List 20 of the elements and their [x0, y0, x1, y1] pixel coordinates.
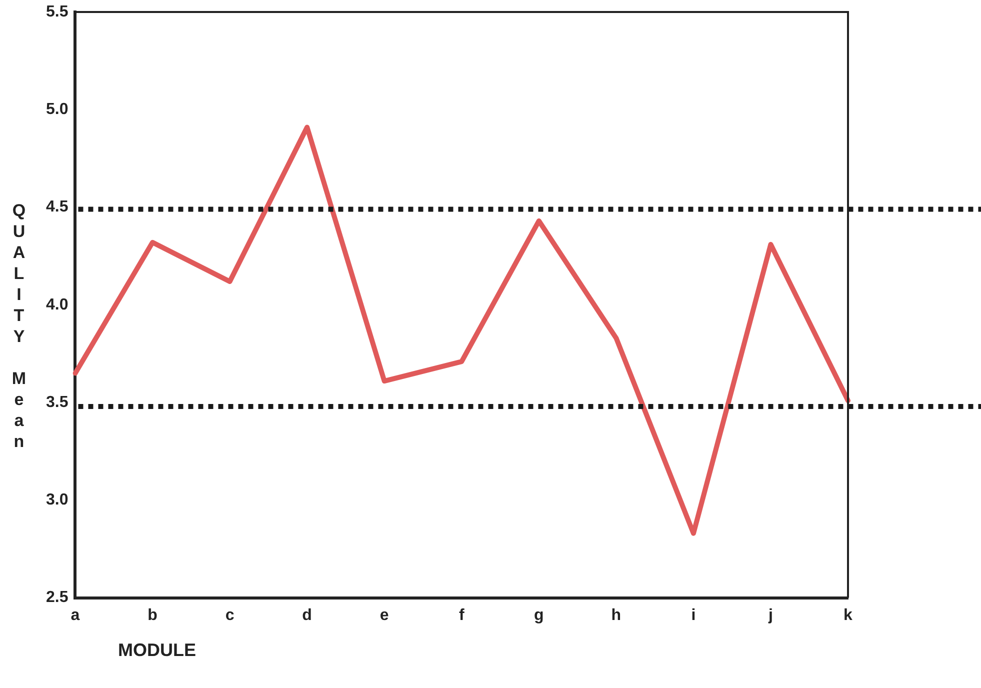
x-tick-label: d: [302, 606, 312, 624]
y-tick-label: 5.5: [46, 3, 68, 20]
y-tick-label: 3.0: [46, 492, 68, 509]
y-tick-label: 2.5: [46, 589, 68, 606]
x-tick-label: g: [534, 606, 544, 624]
x-axis-title: MODULE: [118, 640, 196, 661]
y-tick-label: 4.5: [46, 198, 68, 216]
text: QUALITY Mean: [12, 201, 26, 451]
y-tick-label: 3.5: [46, 394, 68, 411]
y-tick-label: 4.0: [46, 296, 68, 314]
x-tick-label: j: [768, 606, 773, 624]
x-tick-label: h: [611, 606, 622, 624]
x-tick-label: e: [380, 606, 389, 624]
x-tick-label: a: [70, 606, 80, 624]
x-tick-label: i: [691, 606, 696, 624]
x-tick-label: k: [844, 606, 853, 624]
x-tick-label: c: [225, 606, 234, 624]
x-tick-label: f: [458, 606, 465, 624]
x-tick-label: b: [148, 606, 158, 624]
y-tick-label: 5.0: [46, 101, 68, 118]
